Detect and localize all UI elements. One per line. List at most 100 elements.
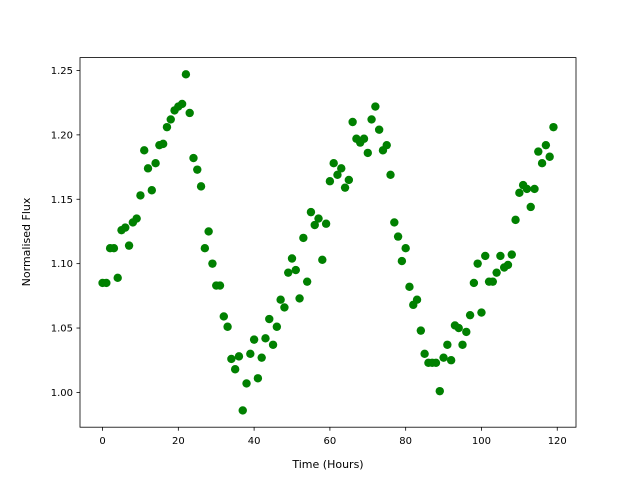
data-point	[272, 322, 282, 331]
data-point	[492, 268, 501, 277]
data-point	[249, 335, 259, 344]
data-point	[265, 314, 274, 324]
data-point	[166, 115, 175, 124]
data-point	[344, 175, 354, 185]
data-point	[473, 259, 482, 268]
data-point	[234, 352, 244, 361]
x-tick-label: 80	[399, 436, 412, 447]
data-point	[359, 134, 369, 143]
data-point	[136, 191, 145, 200]
data-point	[462, 327, 471, 337]
y-tick-label: 1.05	[51, 324, 73, 335]
data-point	[382, 140, 391, 150]
data-point	[147, 186, 157, 195]
data-point	[185, 108, 194, 118]
data-point	[469, 278, 479, 288]
data-point	[371, 102, 380, 111]
data-point	[143, 164, 153, 173]
data-point	[443, 340, 452, 349]
data-point	[481, 251, 490, 261]
data-point	[435, 386, 444, 396]
data-point	[291, 265, 300, 275]
y-tick-label: 1.25	[51, 66, 73, 77]
x-tick-label: 60	[324, 436, 337, 447]
data-point	[537, 159, 547, 168]
data-point	[329, 159, 338, 168]
data-point	[310, 220, 319, 230]
data-point	[507, 250, 516, 259]
data-point	[132, 214, 141, 223]
data-point	[257, 353, 266, 362]
x-tick-label: 0	[99, 436, 105, 447]
y-axis-label: Normalised Flux	[20, 197, 33, 286]
data-point	[458, 340, 467, 349]
data-point	[397, 256, 407, 266]
data-point	[393, 232, 403, 241]
data-point	[420, 349, 429, 358]
data-point	[284, 268, 293, 277]
data-point	[227, 354, 236, 364]
x-tick-label: 120	[548, 436, 567, 447]
data-point	[287, 254, 297, 263]
data-point	[477, 308, 486, 317]
data-point	[177, 99, 187, 109]
data-point	[549, 122, 558, 132]
data-point	[223, 322, 232, 331]
data-point	[253, 374, 263, 383]
x-axis-label: Time (Hours)	[291, 458, 363, 471]
data-point	[306, 207, 316, 217]
data-point	[416, 326, 426, 335]
data-point	[208, 259, 217, 268]
data-point	[390, 218, 399, 227]
data-point	[238, 406, 247, 415]
data-point	[124, 241, 134, 250]
data-point	[534, 147, 543, 156]
data-point	[215, 281, 225, 290]
data-point	[268, 340, 278, 349]
data-point	[242, 379, 251, 388]
data-point	[246, 349, 255, 358]
data-point	[140, 146, 149, 155]
data-point	[299, 233, 308, 243]
data-point	[515, 188, 524, 198]
x-tick-label: 40	[248, 436, 261, 447]
data-point	[333, 170, 342, 179]
data-point	[530, 184, 539, 194]
data-point	[374, 125, 384, 134]
data-point	[121, 223, 130, 232]
data-point	[511, 215, 520, 225]
data-point	[193, 165, 202, 174]
data-point	[526, 202, 535, 212]
data-point	[431, 358, 441, 368]
data-point	[189, 153, 198, 163]
axes-frame	[79, 57, 577, 428]
data-point	[276, 295, 285, 304]
data-point	[318, 255, 327, 264]
data-point	[102, 278, 111, 288]
data-point	[109, 243, 119, 253]
data-point	[454, 323, 463, 333]
data-point	[196, 182, 206, 191]
data-point	[151, 159, 160, 168]
y-tick-label: 1.10	[51, 259, 73, 270]
data-point	[158, 139, 168, 149]
data-point	[261, 334, 270, 343]
data-point	[230, 365, 240, 374]
data-point	[488, 277, 498, 286]
data-point	[162, 122, 172, 132]
data-point	[204, 227, 213, 236]
data-point	[348, 117, 357, 127]
data-point	[314, 214, 323, 223]
data-point	[340, 183, 350, 192]
x-tick-label: 100	[472, 436, 491, 447]
data-point	[181, 70, 191, 79]
data-point	[386, 170, 395, 179]
data-point	[200, 243, 210, 253]
data-point	[302, 277, 312, 286]
data-point	[465, 310, 475, 320]
y-tick-label: 1.15	[51, 195, 73, 206]
data-point	[412, 295, 422, 304]
data-point	[503, 260, 513, 270]
data-point	[541, 140, 551, 150]
